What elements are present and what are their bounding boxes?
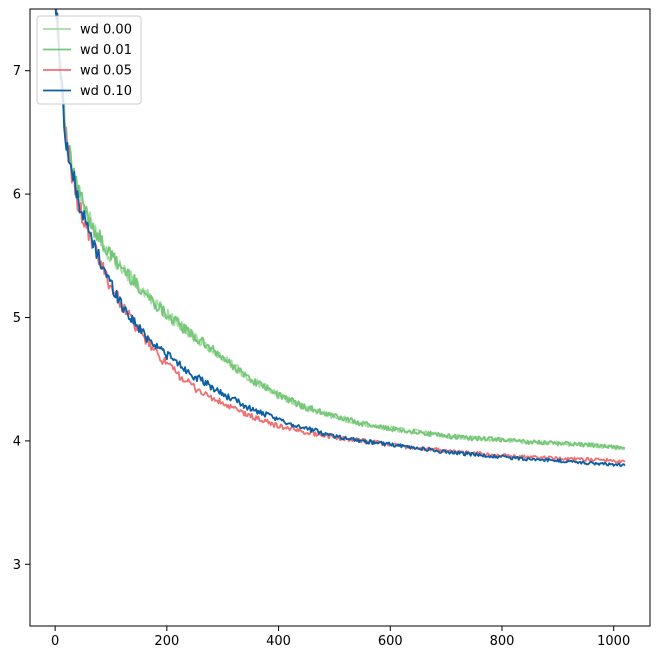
legend-label: wd 0.00 bbox=[80, 23, 132, 38]
x-tick-label: 800 bbox=[490, 634, 515, 649]
y-tick-label: 6 bbox=[13, 188, 21, 203]
legend-label: wd 0.05 bbox=[80, 64, 132, 79]
x-axis: 0 200 400 600 800 1000 bbox=[51, 626, 630, 649]
series-layer bbox=[54, 9, 626, 468]
y-tick-label: 7 bbox=[13, 64, 21, 79]
x-tick-label: 0 bbox=[51, 634, 59, 649]
y-axis: 3 4 5 6 7 bbox=[13, 64, 30, 573]
y-tick-label: 5 bbox=[13, 311, 21, 326]
x-tick-label: 400 bbox=[266, 634, 291, 649]
x-tick-label: 600 bbox=[378, 634, 403, 649]
legend: wd 0.00 wd 0.01 wd 0.05 wd 0.10 bbox=[36, 15, 142, 105]
x-tick-label: 1000 bbox=[597, 634, 630, 649]
x-tick-label: 200 bbox=[154, 634, 179, 649]
legend-label: wd 0.10 bbox=[80, 84, 132, 99]
y-tick-label: 4 bbox=[13, 434, 21, 449]
series-line-wd-0-01 bbox=[54, 9, 626, 451]
series-line-wd-0-10 bbox=[54, 9, 626, 468]
legend-label: wd 0.01 bbox=[80, 43, 132, 58]
legend-box bbox=[36, 15, 142, 105]
y-tick-label: 3 bbox=[13, 558, 21, 573]
